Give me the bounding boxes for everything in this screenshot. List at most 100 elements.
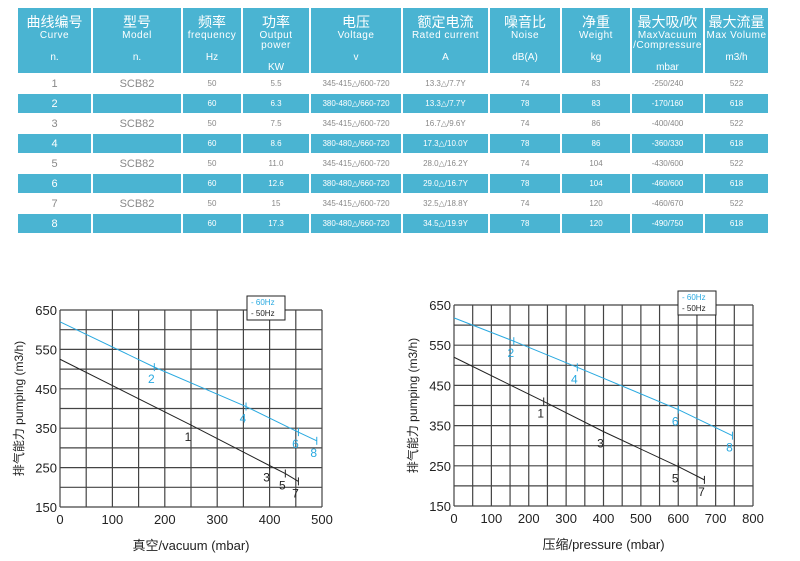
y-tick-label: 150 xyxy=(35,500,57,515)
table-cell: SCB82 xyxy=(92,193,181,214)
table-cell: SCB82 xyxy=(92,153,181,174)
table-cell: 50 xyxy=(182,73,241,94)
x-tick-label: 200 xyxy=(154,512,176,527)
y-tick-label: 250 xyxy=(35,461,57,476)
table-cell: 60 xyxy=(182,94,241,113)
table-cell: 618 xyxy=(704,174,768,193)
header-en: Output power xyxy=(259,30,293,51)
table-cell: -460/600 xyxy=(631,174,703,193)
point-label: 3 xyxy=(263,471,270,485)
x-tick-label: 500 xyxy=(311,512,333,527)
point-label: 1 xyxy=(185,430,192,444)
header-unit: m3/h xyxy=(725,52,748,63)
x-tick-label: 0 xyxy=(450,511,457,526)
table-row: 7 SCB82 50 15 345-415△/600-720 32.5△/18.8Y 74 1… xyxy=(17,193,768,214)
header-unit: kg xyxy=(590,52,602,63)
header-cn: 净重 xyxy=(582,14,610,30)
header-unit: Hz xyxy=(205,52,219,63)
y-tick-label: 350 xyxy=(429,419,451,434)
table-cell: 345-415△/600-720 xyxy=(310,153,401,174)
header-cn: 功率 xyxy=(262,14,290,30)
table-cell: 28.0△/16.2Y xyxy=(402,153,488,174)
table-cell: 60 xyxy=(182,174,241,193)
point-label: 8 xyxy=(310,446,317,460)
header-en: Curve xyxy=(39,30,70,41)
table-cell: 345-415△/600-720 xyxy=(310,73,401,94)
table-cell: 11.0 xyxy=(242,153,309,174)
column-header: 额定电流 Rated current A xyxy=(402,8,488,73)
point-label: 5 xyxy=(279,479,286,493)
table-cell xyxy=(92,94,181,113)
header-en: Voltage xyxy=(337,30,375,41)
point-label: 6 xyxy=(292,437,299,451)
table-cell: 78 xyxy=(489,174,560,193)
header-cn: 最大流量 xyxy=(708,14,765,30)
table-cell: 50 xyxy=(182,153,241,174)
chart-1: 0 100 200 300 400 500 150 250 350 450 550 650 真空/vac… xyxy=(11,295,333,553)
table-cell: 522 xyxy=(704,73,768,94)
column-header: 电压 Voltage v xyxy=(310,8,401,73)
column-header: 净重 Weight kg xyxy=(561,8,630,73)
x-tick-label: 0 xyxy=(56,512,63,527)
header-en: Rated current xyxy=(411,30,480,41)
legend-entry: - 60Hz xyxy=(251,298,275,307)
column-header: 最大流量 Max Volume m3/h xyxy=(704,8,768,73)
table-cell: 78 xyxy=(489,214,560,233)
column-header: 噪音比 Noise dB(A) xyxy=(489,8,560,73)
point-label: 4 xyxy=(571,372,578,386)
y-tick-label: 450 xyxy=(35,382,57,397)
table-cell: 86 xyxy=(561,134,630,153)
table-cell: -250/240 xyxy=(631,73,703,94)
point-label: 4 xyxy=(240,412,247,426)
point-label: 2 xyxy=(148,372,155,386)
header-unit: v xyxy=(353,52,359,63)
header-en: Model xyxy=(122,30,152,41)
table-row: 1 SCB82 50 5.5 345-415△/600-720 13.3△/7.7Y 74 8… xyxy=(17,73,768,94)
table-cell: 345-415△/600-720 xyxy=(310,113,401,134)
y-tick-label: 250 xyxy=(429,459,451,474)
x-tick-label: 300 xyxy=(206,512,228,527)
table-row: 8 60 17.3 380-480△/660-720 34.5△/19.9Y 78 120-… xyxy=(17,214,768,233)
y-tick-label: 650 xyxy=(429,298,451,313)
table-cell: 8.6 xyxy=(242,134,309,153)
table-cell: 17.3 xyxy=(242,214,309,233)
table-cell: 4 xyxy=(17,134,91,153)
x-tick-label: 200 xyxy=(518,511,540,526)
table-cell: 12.6 xyxy=(242,174,309,193)
table-cell: -430/600 xyxy=(631,153,703,174)
table-cell: 104 xyxy=(561,174,630,193)
header-en: Max Volume xyxy=(706,30,767,41)
table-cell: 618 xyxy=(704,214,768,233)
header-en: Noise xyxy=(510,30,540,41)
legend xyxy=(677,290,717,316)
table-cell: 34.5△/19.9Y xyxy=(402,214,488,233)
header-cn: 曲线编号 xyxy=(26,14,83,30)
table-cell: 380-480△/660-720 xyxy=(310,174,401,193)
x-tick-label: 400 xyxy=(593,511,615,526)
column-header: 型号 Model n. xyxy=(92,8,181,73)
table-cell: 380-480△/660-720 xyxy=(310,214,401,233)
header-cn: 最大吸/吹 xyxy=(637,14,698,30)
point-label: 6 xyxy=(672,415,679,429)
table-cell: 1 xyxy=(17,73,91,94)
table-cell: 60 xyxy=(182,134,241,153)
header-unit: A xyxy=(442,52,449,63)
table-cell: 50 xyxy=(182,193,241,214)
table-cell: 29.0△/16.7Y xyxy=(402,174,488,193)
header-cn: 噪音比 xyxy=(504,14,546,30)
table-cell: -490/750 xyxy=(631,214,703,233)
table-cell: -400/400 xyxy=(631,113,703,134)
table-row: 6 60 12.6 380-480△/660-720 29.0△/16.7Y 78 104-… xyxy=(17,174,768,193)
header-cn: 电压 xyxy=(342,14,370,30)
table-cell: 618 xyxy=(704,134,768,153)
x-tick-label: 600 xyxy=(667,511,689,526)
header-en: frequency xyxy=(187,30,237,41)
table-cell: 83 xyxy=(561,94,630,113)
header-cn: 型号 xyxy=(123,14,151,30)
y-tick-label: 150 xyxy=(429,499,451,514)
x-tick-label: 100 xyxy=(102,512,124,527)
header-unit: n. xyxy=(50,52,59,63)
x-tick-label: 100 xyxy=(481,511,503,526)
point-label: 3 xyxy=(597,437,604,451)
